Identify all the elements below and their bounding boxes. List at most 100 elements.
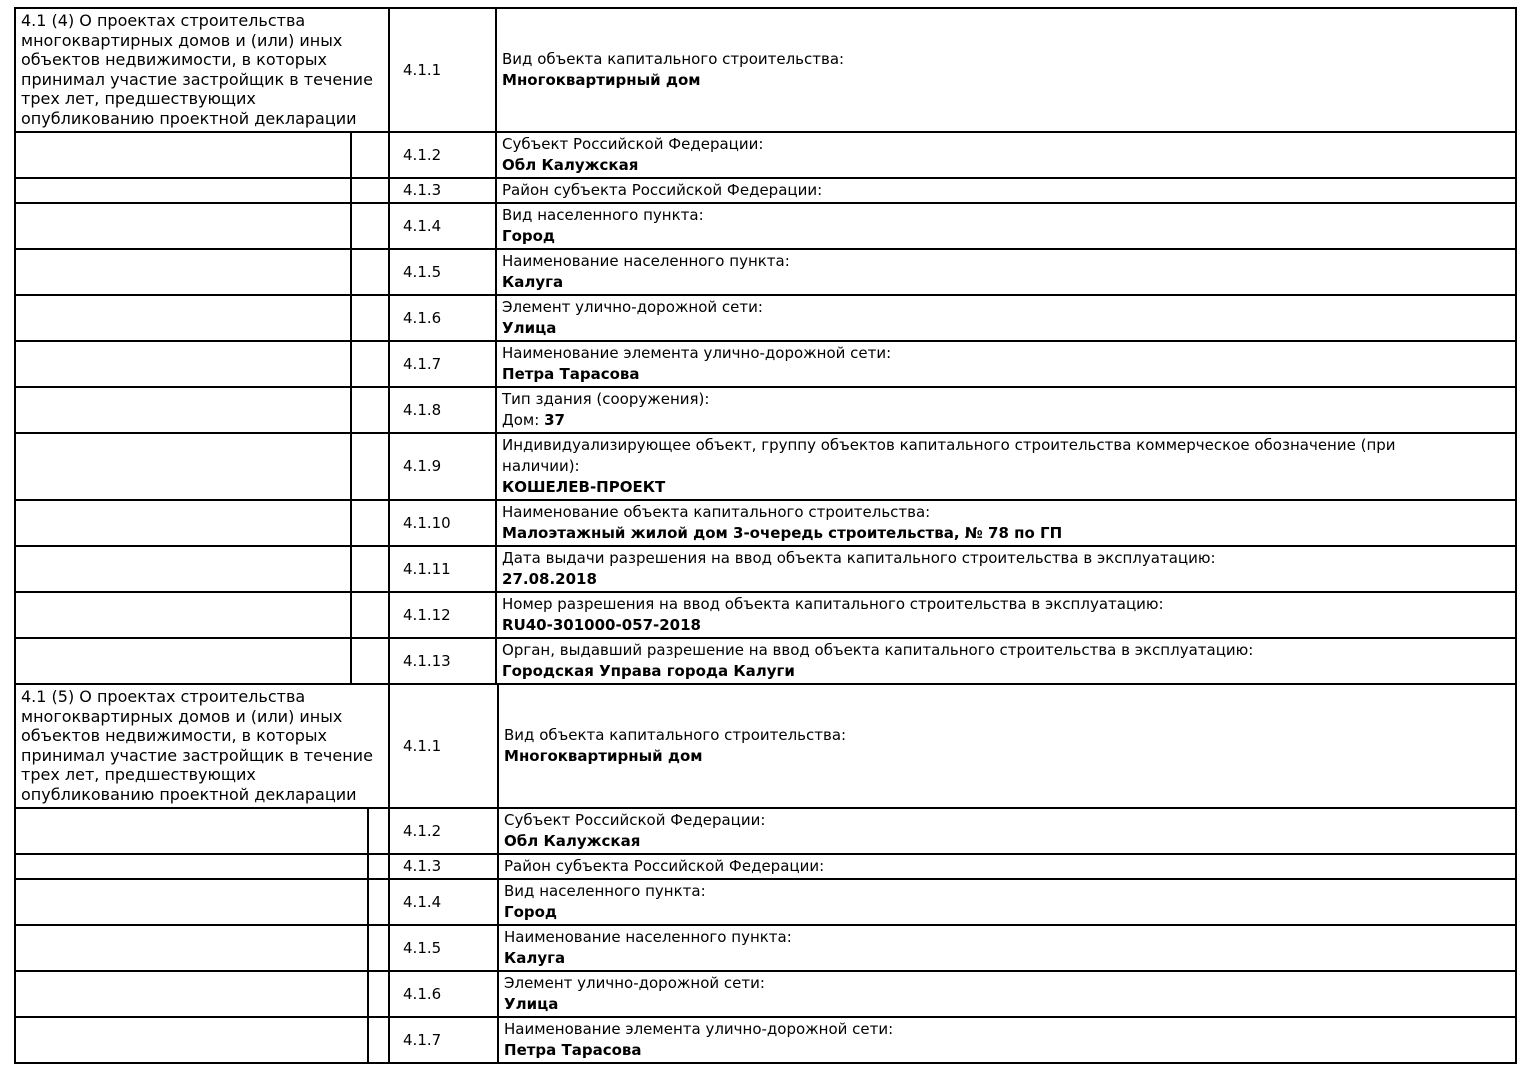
content-cell: Дата выдачи разрешения на ввод объекта к…	[495, 545, 1518, 593]
empty-left-cell	[14, 499, 352, 547]
content-cell: Элемент улично-дорожной сети: Улица	[497, 970, 1518, 1018]
spacer-cell	[349, 637, 391, 685]
value-text: 27.08.2018	[502, 570, 597, 588]
field-label: Вид населенного пункта:	[502, 206, 704, 224]
spacer-cell	[349, 248, 391, 296]
empty-left-cell	[14, 878, 369, 926]
value-text: Город	[502, 227, 556, 245]
value-text: Городская Управа города Калуги	[502, 662, 795, 680]
table-row: 4.1.6 Элемент улично-дорожной сети: Улица	[14, 294, 1518, 342]
value-text: Петра Тарасова	[502, 365, 640, 383]
content-cell: Орган, выдавший разрешение на ввод объек…	[495, 637, 1518, 685]
code-cell: 4.1.6	[388, 294, 498, 342]
empty-left-cell	[14, 386, 352, 434]
field-label: Наименование населенного пункта:	[502, 252, 790, 270]
table-row: 4.1 (4) О проектах строительства многокв…	[13, 7, 1518, 133]
code-cell: 4.1.5	[388, 248, 498, 296]
field-value: Обл Калужская	[502, 155, 1510, 176]
field-label: Номер разрешения на ввод объекта капитал…	[502, 595, 1164, 613]
table-row: 4.1 (5) О проектах строительства многокв…	[13, 683, 1518, 809]
content-cell: Наименование элемента улично-дорожной се…	[497, 1016, 1518, 1064]
section-description-cell: 4.1 (5) О проектах строительства многокв…	[13, 683, 391, 809]
field-label: Вид объекта капитального строительства:	[504, 726, 847, 744]
content-cell: Район субъекта Российской Федерации:	[495, 177, 1518, 204]
empty-left-cell	[14, 807, 369, 855]
content-cell: Вид населенного пункта: Город	[495, 202, 1518, 250]
field-value: Город	[502, 226, 1510, 247]
content-cell: Наименование элемента улично-дорожной се…	[495, 340, 1518, 388]
spacer-cell	[349, 432, 391, 501]
code-cell: 4.1.12	[388, 591, 498, 639]
code-cell: 4.1.11	[388, 545, 498, 593]
empty-left-cell	[14, 1016, 369, 1064]
table-row: 4.1.10 Наименование объекта капитального …	[14, 499, 1518, 547]
value-text: Петра Тарасова	[504, 1041, 642, 1059]
code-cell: 4.1.2	[388, 131, 498, 179]
field-label: Субъект Российской Федерации:	[502, 135, 764, 153]
empty-left-cell	[14, 340, 352, 388]
field-value: Петра Тарасова	[504, 1040, 1510, 1061]
table-row: 4.1.9 Индивидуализирующее объект, группу …	[14, 432, 1518, 501]
field-value: Обл Калужская	[504, 831, 1510, 852]
empty-left-cell	[14, 131, 352, 179]
field-label: Наименование объекта капитального строит…	[502, 503, 931, 521]
spacer-cell	[349, 340, 391, 388]
code-cell: 4.1.13	[388, 637, 498, 685]
field-value: КОШЕЛЕВ-ПРОЕКТ	[502, 477, 1510, 498]
content-cell: Вид объекта капитального строительства: М…	[495, 7, 1518, 133]
table-row: 4.1.2 Субъект Российской Федерации: Обл Ка…	[14, 807, 1518, 855]
spacer-cell	[349, 591, 391, 639]
content-cell: Элемент улично-дорожной сети: Улица	[495, 294, 1518, 342]
table-row: 4.1.6 Элемент улично-дорожной сети: Улица	[14, 970, 1518, 1018]
code-cell: 4.1.3	[388, 177, 498, 204]
spacer-cell	[366, 924, 391, 972]
field-value: Город	[504, 902, 1510, 923]
value-text: Улица	[504, 995, 559, 1013]
value-prefix: Дом:	[502, 411, 545, 429]
empty-left-cell	[14, 591, 352, 639]
value-text: Калуга	[502, 273, 564, 291]
declaration-tables: 4.1 (4) О проектах строительства многокв…	[13, 7, 1529, 1064]
code-cell: 4.1.6	[388, 970, 500, 1018]
field-label: Тип здания (сооружения):	[502, 390, 710, 408]
value-text: 37	[544, 411, 565, 429]
content-cell: Район субъекта Российской Федерации:	[497, 853, 1518, 880]
table-row: 4.1.13 Орган, выдавший разрешение на ввод…	[14, 637, 1518, 685]
spacer-cell	[349, 386, 391, 434]
table-row: 4.1.5 Наименование населенного пункта: Кал…	[14, 248, 1518, 296]
spacer-cell	[349, 499, 391, 547]
field-label: Индивидуализирующее объект, группу объек…	[502, 436, 1396, 475]
empty-left-cell	[14, 545, 352, 593]
code-cell: 4.1.4	[388, 878, 500, 926]
content-cell: Субъект Российской Федерации: Обл Калужск…	[497, 807, 1518, 855]
value-text: Улица	[502, 319, 557, 337]
spacer-cell	[349, 294, 391, 342]
section-description-cell: 4.1 (4) О проектах строительства многокв…	[13, 7, 391, 133]
empty-left-cell	[14, 202, 352, 250]
field-label: Наименование населенного пункта:	[504, 928, 792, 946]
field-label: Орган, выдавший разрешение на ввод объек…	[502, 641, 1254, 659]
empty-left-cell	[14, 432, 352, 501]
table-row: 4.1.12 Номер разрешения на ввод объекта к…	[14, 591, 1518, 639]
field-label: Наименование элемента улично-дорожной се…	[504, 1020, 894, 1038]
code-cell: 4.1.1	[388, 7, 498, 133]
table-row: 4.1.3 Район субъекта Российской Федерации…	[14, 177, 1518, 204]
field-value: Многоквартирный дом	[502, 70, 1510, 91]
empty-left-cell	[14, 853, 369, 880]
value-text: Многоквартирный дом	[504, 747, 703, 765]
spacer-cell	[366, 853, 391, 880]
field-value: Калуга	[502, 272, 1510, 293]
code-cell: 4.1.7	[388, 1016, 500, 1064]
empty-left-cell	[14, 924, 369, 972]
code-cell: 4.1.7	[388, 340, 498, 388]
code-cell: 4.1.3	[388, 853, 500, 880]
field-value: Малоэтажный жилой дом 3-очередь строител…	[502, 523, 1510, 544]
empty-left-cell	[14, 177, 352, 204]
field-label: Район субъекта Российской Федерации:	[502, 181, 823, 199]
value-text: Малоэтажный жилой дом 3-очередь строител…	[502, 524, 1063, 542]
field-label: Вид населенного пункта:	[504, 882, 706, 900]
empty-left-cell	[14, 294, 352, 342]
content-cell: Вид объекта капитального строительства: М…	[497, 683, 1518, 809]
spacer-cell	[366, 878, 391, 926]
field-label: Элемент улично-дорожной сети:	[502, 298, 763, 316]
